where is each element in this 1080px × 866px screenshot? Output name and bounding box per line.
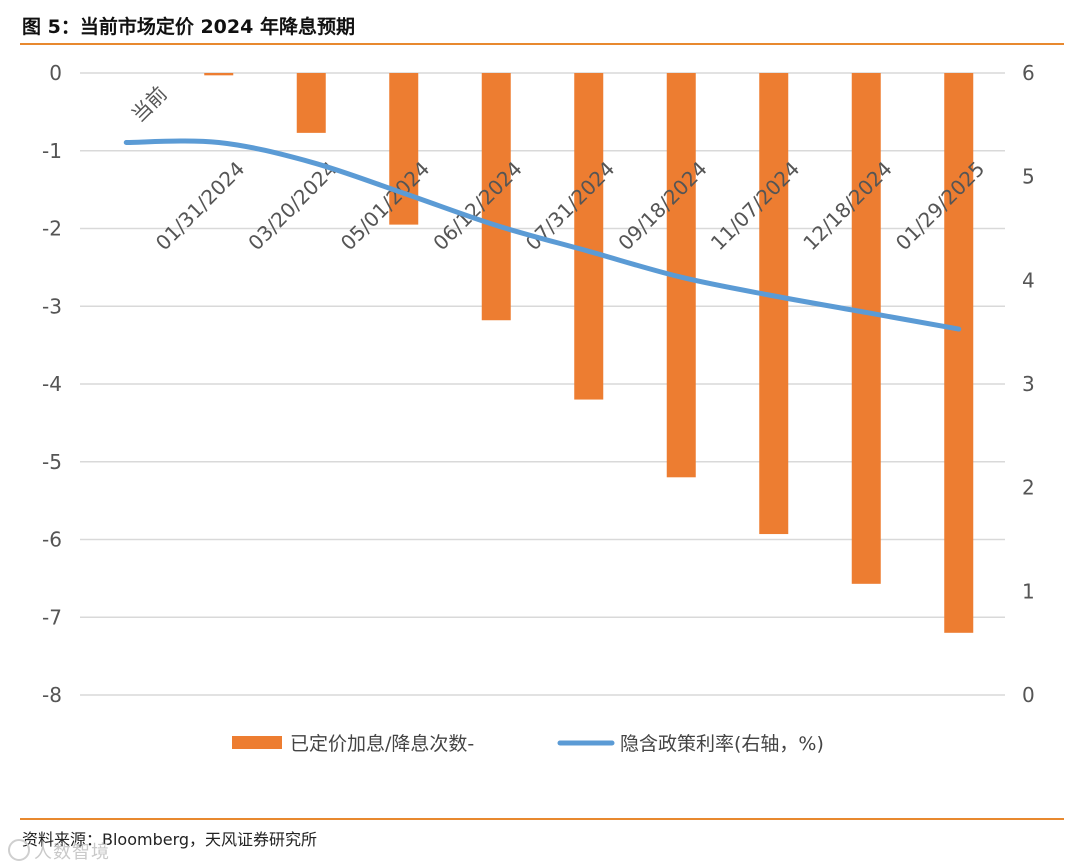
y-right-tick-label: 3 bbox=[1022, 372, 1035, 396]
bar bbox=[944, 73, 974, 633]
y-left-tick-label: -3 bbox=[42, 294, 62, 318]
x-tick-label: 07/31/2024 bbox=[521, 157, 619, 255]
bar bbox=[296, 73, 326, 133]
bar bbox=[204, 73, 234, 76]
x-tick-label: 03/20/2024 bbox=[243, 157, 341, 255]
chart-plot: 0 -1 -2 -3 -4 -5 -6 -7 -8 6 5 4 3 2 1 0 当前 01/31/202403… bbox=[42, 61, 1035, 755]
watermark: 人数智境 bbox=[8, 838, 110, 864]
y-left-tick-label: 0 bbox=[49, 61, 62, 85]
bar bbox=[481, 73, 511, 321]
watermark-icon bbox=[8, 839, 30, 861]
legend-line-label: 隐含政策利率(右轴，%) bbox=[620, 733, 824, 755]
y-left-tick-label: -6 bbox=[42, 528, 62, 552]
x-tick-label: 05/01/2024 bbox=[336, 157, 434, 255]
y-right-tick-label: 1 bbox=[1022, 579, 1035, 603]
legend-bar-label: 已定价加息/降息次数- bbox=[290, 733, 474, 755]
top-rule bbox=[20, 43, 1064, 45]
chart-title: 图 5：当前市场定价 2024 年降息预期 bbox=[22, 16, 355, 38]
bottom-rule bbox=[20, 818, 1064, 820]
legend-bar-swatch bbox=[232, 736, 282, 749]
x-tick-label: 11/07/2024 bbox=[706, 157, 804, 255]
y-left-tick-label: -1 bbox=[42, 139, 62, 163]
bar bbox=[389, 73, 419, 225]
x-tick-label: 12/18/2024 bbox=[798, 157, 896, 255]
x-tick-label: 09/18/2024 bbox=[613, 157, 711, 255]
y-right-tick-label: 0 bbox=[1022, 683, 1035, 707]
y-left-tick-label: -7 bbox=[42, 605, 62, 629]
y-right-tick-label: 4 bbox=[1022, 268, 1035, 292]
source-note: 资料来源：Bloomberg，天风证券研究所 bbox=[22, 830, 318, 849]
x-tick-label: 当前 bbox=[127, 82, 172, 127]
y-left-tick-label: -4 bbox=[42, 372, 62, 396]
bar bbox=[759, 73, 789, 535]
y-right-tick-label: 5 bbox=[1022, 165, 1035, 189]
line-series bbox=[123, 138, 962, 332]
y-right-tick-label: 6 bbox=[1022, 61, 1035, 85]
x-tick-label: 01/29/2025 bbox=[891, 157, 989, 255]
y-left-tick-label: -5 bbox=[42, 450, 62, 474]
y-left-tick-label: -8 bbox=[42, 683, 62, 707]
bar bbox=[851, 73, 881, 584]
y-right-tick-label: 2 bbox=[1022, 476, 1035, 500]
bar bbox=[574, 73, 604, 400]
watermark-text: 人数智境 bbox=[34, 842, 110, 863]
y-left-tick-label: -2 bbox=[42, 217, 62, 241]
x-tick-label: 01/31/2024 bbox=[151, 157, 249, 255]
